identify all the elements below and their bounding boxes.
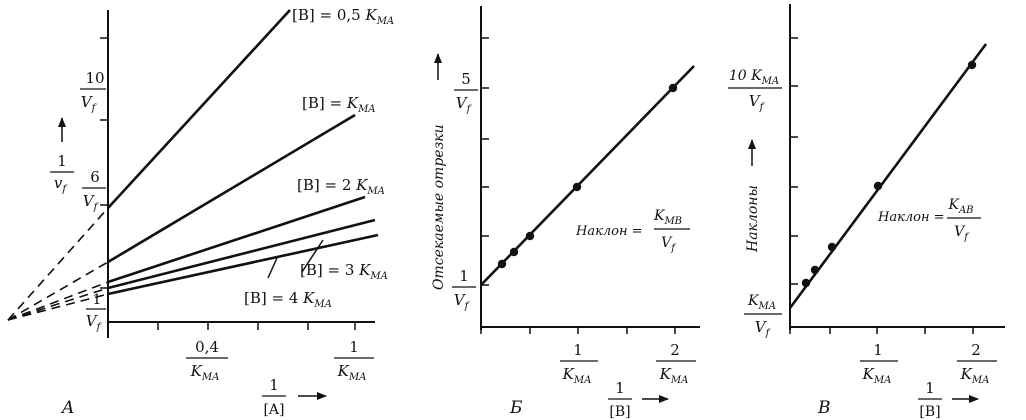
svg-text:KMA: KMA [747, 293, 776, 312]
panel-a-extrapolation-5 [7, 293, 109, 321]
panel-b: 5 Vf 1 Vf Отсекаемые отрезки Наклон = KM… [431, 6, 700, 420]
panel-c-xtick-2-kma: 2 KMA [957, 341, 997, 386]
panel-b-point-3 [525, 231, 535, 241]
panel-b-point-5 [668, 83, 678, 93]
panel-a-line-b-kma [107, 113, 356, 264]
svg-text:[B]: [B] [919, 404, 940, 420]
svg-text:Vf: Vf [755, 318, 772, 339]
panel-a-label-b-3kma: [B] = 3 KMA [300, 261, 388, 282]
svg-text:Vf: Vf [83, 192, 100, 213]
svg-text:10: 10 [85, 69, 104, 87]
panel-a-label-b-0-5kma: [B] = 0,5 KMA [292, 6, 394, 27]
svg-text:KMA: KMA [960, 365, 990, 386]
panel-a-extrapolation-3 [7, 281, 109, 321]
svg-text:0,4: 0,4 [195, 338, 219, 356]
panel-a-extrapolation-2 [7, 261, 109, 321]
svg-text:KMA: KMA [659, 365, 689, 386]
svg-text:1: 1 [269, 376, 279, 394]
panel-c-xtick-1-kma: 1 KMA [860, 341, 898, 386]
panel-a-letter: A [60, 398, 74, 418]
svg-text:Vf: Vf [661, 235, 677, 254]
svg-text:Наклон =: Наклон = [575, 224, 643, 239]
panel-a-ytick-6-vf: 6 Vf [82, 168, 106, 213]
svg-text:Наклоны: Наклоны [745, 185, 761, 253]
panel-a: [B] = 0,5 KMA [B] = KMA [B] = 2 KMA [B] … [7, 6, 394, 418]
panel-b-point-4 [572, 182, 582, 192]
svg-text:Vf: Vf [454, 291, 471, 312]
panel-b-ytick-5-vf: 5 Vf [454, 70, 478, 115]
panel-a-extrapolation-4 [7, 287, 109, 321]
svg-text:2: 2 [670, 341, 680, 359]
panel-b-x-axis-label: 1 [B] [608, 379, 669, 420]
svg-text:Vf: Vf [86, 312, 103, 333]
panel-a-line-b-0-5kma [107, 9, 291, 209]
svg-text:KMB: KMB [653, 208, 682, 227]
panel-c-point-2 [810, 265, 820, 275]
svg-text:Vf: Vf [456, 94, 473, 115]
svg-text:1: 1 [349, 338, 359, 356]
svg-text:1: 1 [93, 292, 102, 308]
panel-c-slope-annotation: Наклон = KAB Vf [877, 197, 981, 243]
svg-text:1: 1 [615, 379, 625, 397]
svg-text:10 KMA: 10 KMA [729, 68, 779, 87]
panel-a-label-b-kma: [B] = KMA [302, 94, 376, 115]
panel-a-extrapolation-1 [7, 207, 109, 321]
svg-text:KAB: KAB [947, 197, 973, 216]
svg-text:Vf: Vf [81, 93, 98, 114]
svg-text:vf: vf [54, 174, 68, 195]
svg-text:1: 1 [57, 152, 67, 170]
svg-text:[B]: [B] [609, 404, 630, 420]
panel-b-letter: Б [509, 398, 523, 418]
panel-a-label-b-4kma: [B] = 4 KMA [244, 289, 332, 310]
panel-c-letter: В [817, 398, 831, 418]
panel-a-x-axis-label: 1 [A] [262, 376, 327, 418]
panel-a-y-axis-label: 1 vf [50, 117, 74, 195]
svg-text:KMA: KMA [562, 365, 592, 386]
panel-b-slope-annotation: Наклон = KMB Vf [575, 208, 690, 254]
panel-c-ytick-10kma-vf: 10 KMA Vf [728, 68, 782, 113]
svg-text:Vf: Vf [749, 92, 766, 113]
svg-text:6: 6 [90, 168, 100, 186]
panel-c-y-axis-label: Наклоны [745, 139, 761, 253]
panel-a-ytick-10-vf: 10 Vf [80, 69, 106, 114]
svg-text:KMA: KMA [337, 362, 367, 383]
panel-c-ytick-kma-vf: KMA Vf [744, 293, 782, 339]
svg-text:Наклон =: Наклон = [877, 210, 945, 225]
panel-a-label-b-2kma: [B] = 2 KMA [297, 176, 385, 197]
panel-c-point-4 [873, 181, 883, 191]
svg-text:1: 1 [873, 341, 883, 359]
panel-c-point-1 [801, 278, 811, 288]
svg-text:[A]: [A] [263, 402, 284, 418]
panel-c-point-5 [967, 60, 977, 70]
svg-text:1: 1 [573, 341, 583, 359]
svg-text:5: 5 [461, 70, 471, 88]
panel-b-point-2 [509, 247, 519, 257]
panel-b-y-axis-label: Отсекаемые отрезки [431, 53, 447, 290]
svg-text:2: 2 [971, 341, 981, 359]
panel-c-slope-line [788, 43, 988, 309]
panel-b-intercept-line [480, 65, 695, 286]
panel-b-xtick-2-kma: 2 KMA [656, 341, 696, 386]
panel-a-xtick-0-4-kma: 0,4 KMA [186, 338, 228, 383]
svg-text:1: 1 [925, 379, 935, 397]
panel-b-point-1 [497, 259, 507, 269]
panel-c-point-3 [827, 242, 837, 252]
svg-text:Отсекаемые отрезки: Отсекаемые отрезки [431, 124, 447, 290]
svg-text:Vf: Vf [954, 224, 970, 243]
panel-b-ytick-1-vf: 1 Vf [452, 267, 476, 312]
panel-a-line-b-2kma [107, 195, 366, 284]
svg-text:KMA: KMA [862, 365, 892, 386]
panel-c: 10 KMA Vf KMA Vf Наклоны Наклон = KAB Vf… [728, 4, 1005, 420]
panel-a-xtick-1-kma: 1 KMA [334, 338, 374, 383]
panel-a-ytick-1-vf: 1 Vf [86, 292, 106, 333]
panel-b-xtick-1-kma: 1 KMA [560, 341, 598, 386]
panel-a-line-b-4kma [107, 233, 379, 296]
panel-a-line-b-3kma [107, 218, 376, 290]
svg-text:1: 1 [459, 267, 469, 285]
svg-text:KMA: KMA [190, 362, 220, 383]
panel-c-x-axis-label: 1 [B] [918, 379, 979, 420]
